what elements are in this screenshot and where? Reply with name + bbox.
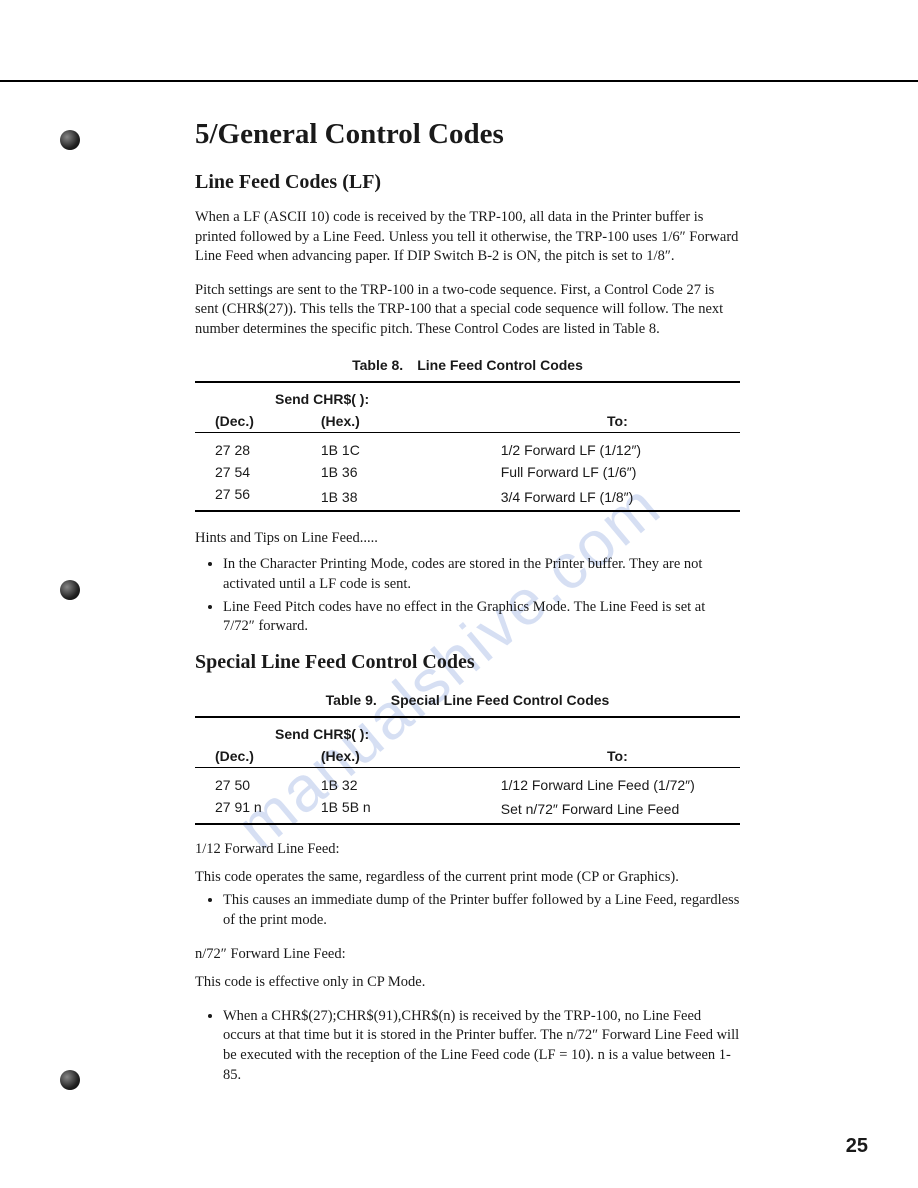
cell-dec: 27 54 bbox=[195, 461, 315, 483]
table8-col-to: To: bbox=[495, 410, 740, 433]
cell-hex: 1B 38 bbox=[315, 483, 495, 511]
cell-dec: 27 50 bbox=[195, 774, 315, 796]
table-row: 27 91 n 1B 5B n Set n/72″ Forward Line F… bbox=[195, 796, 740, 824]
table9-caption: Table 9. Special Line Feed Control Codes bbox=[195, 692, 740, 708]
paragraph: This code operates the same, regardless … bbox=[195, 868, 740, 888]
cell-dec: 27 28 bbox=[195, 439, 315, 461]
hints-list: In the Character Printing Mode, codes ar… bbox=[195, 555, 740, 636]
cell-to: Full Forward LF (1/6″) bbox=[495, 461, 740, 483]
cell-hex: 1B 1C bbox=[315, 439, 495, 461]
section-bullet-icon bbox=[60, 580, 80, 600]
table9-col-hex: (Hex.) bbox=[315, 745, 495, 768]
paragraph: Pitch settings are sent to the TRP-100 i… bbox=[195, 281, 740, 340]
table9: Send CHR$( ): (Dec.) (Hex.) To: 27 50 1B… bbox=[195, 716, 740, 825]
table8-col-dec: (Dec.) bbox=[195, 410, 315, 433]
page-number: 25 bbox=[846, 1135, 868, 1158]
section-heading-lf: Line Feed Codes (LF) bbox=[195, 171, 740, 194]
paragraph: This code is effective only in CP Mode. bbox=[195, 973, 740, 993]
cell-hex: 1B 5B n bbox=[315, 796, 495, 824]
sub1-list: This causes an immediate dump of the Pri… bbox=[195, 891, 740, 930]
subhead-n-72: n/72″ Forward Line Feed: bbox=[195, 946, 740, 963]
cell-hex: 1B 36 bbox=[315, 461, 495, 483]
list-item: Line Feed Pitch codes have no effect in … bbox=[223, 598, 740, 637]
table-row: 27 28 1B 1C 1/2 Forward LF (1/12″) bbox=[195, 439, 740, 461]
list-item: When a CHR$(27);CHR$(91),CHR$(n) is rece… bbox=[223, 1007, 740, 1085]
table9-col-dec: (Dec.) bbox=[195, 745, 315, 768]
cell-dec: 27 91 n bbox=[195, 796, 315, 824]
table8: Send CHR$( ): (Dec.) (Hex.) To: 27 28 1B… bbox=[195, 381, 740, 512]
list-item: In the Character Printing Mode, codes ar… bbox=[223, 555, 740, 594]
table-row: 27 56 1B 38 3/4 Forward LF (1/8″) bbox=[195, 483, 740, 511]
sub2-list: When a CHR$(27);CHR$(91),CHR$(n) is rece… bbox=[195, 1007, 740, 1085]
section-bullet-icon bbox=[60, 130, 80, 150]
list-item: This causes an immediate dump of the Pri… bbox=[223, 891, 740, 930]
table8-col-hex: (Hex.) bbox=[315, 410, 495, 433]
top-rule bbox=[0, 80, 918, 82]
subhead-1-12: 1/12 Forward Line Feed: bbox=[195, 841, 740, 858]
cell-to: 1/2 Forward LF (1/12″) bbox=[495, 439, 740, 461]
table9-send-label: Send CHR$( ): bbox=[195, 717, 740, 745]
paragraph: When a LF (ASCII 10) code is received by… bbox=[195, 208, 740, 267]
section-heading-special: Special Line Feed Control Codes bbox=[195, 651, 740, 674]
page-content: 5/General Control Codes Line Feed Codes … bbox=[195, 118, 740, 1099]
cell-to: 3/4 Forward LF (1/8″) bbox=[495, 483, 740, 511]
cell-to: Set n/72″ Forward Line Feed bbox=[495, 796, 740, 824]
page-title: 5/General Control Codes bbox=[195, 118, 740, 151]
cell-hex: 1B 32 bbox=[315, 774, 495, 796]
cell-dec: 27 56 bbox=[195, 483, 315, 511]
hints-title: Hints and Tips on Line Feed..... bbox=[195, 530, 740, 547]
table9-col-to: To: bbox=[495, 745, 740, 768]
table8-send-label: Send CHR$( ): bbox=[195, 382, 740, 410]
table-row: 27 50 1B 32 1/12 Forward Line Feed (1/72… bbox=[195, 774, 740, 796]
table8-caption: Table 8. Line Feed Control Codes bbox=[195, 357, 740, 373]
table-row: 27 54 1B 36 Full Forward LF (1/6″) bbox=[195, 461, 740, 483]
section-bullet-icon bbox=[60, 1070, 80, 1090]
cell-to: 1/12 Forward Line Feed (1/72″) bbox=[495, 774, 740, 796]
